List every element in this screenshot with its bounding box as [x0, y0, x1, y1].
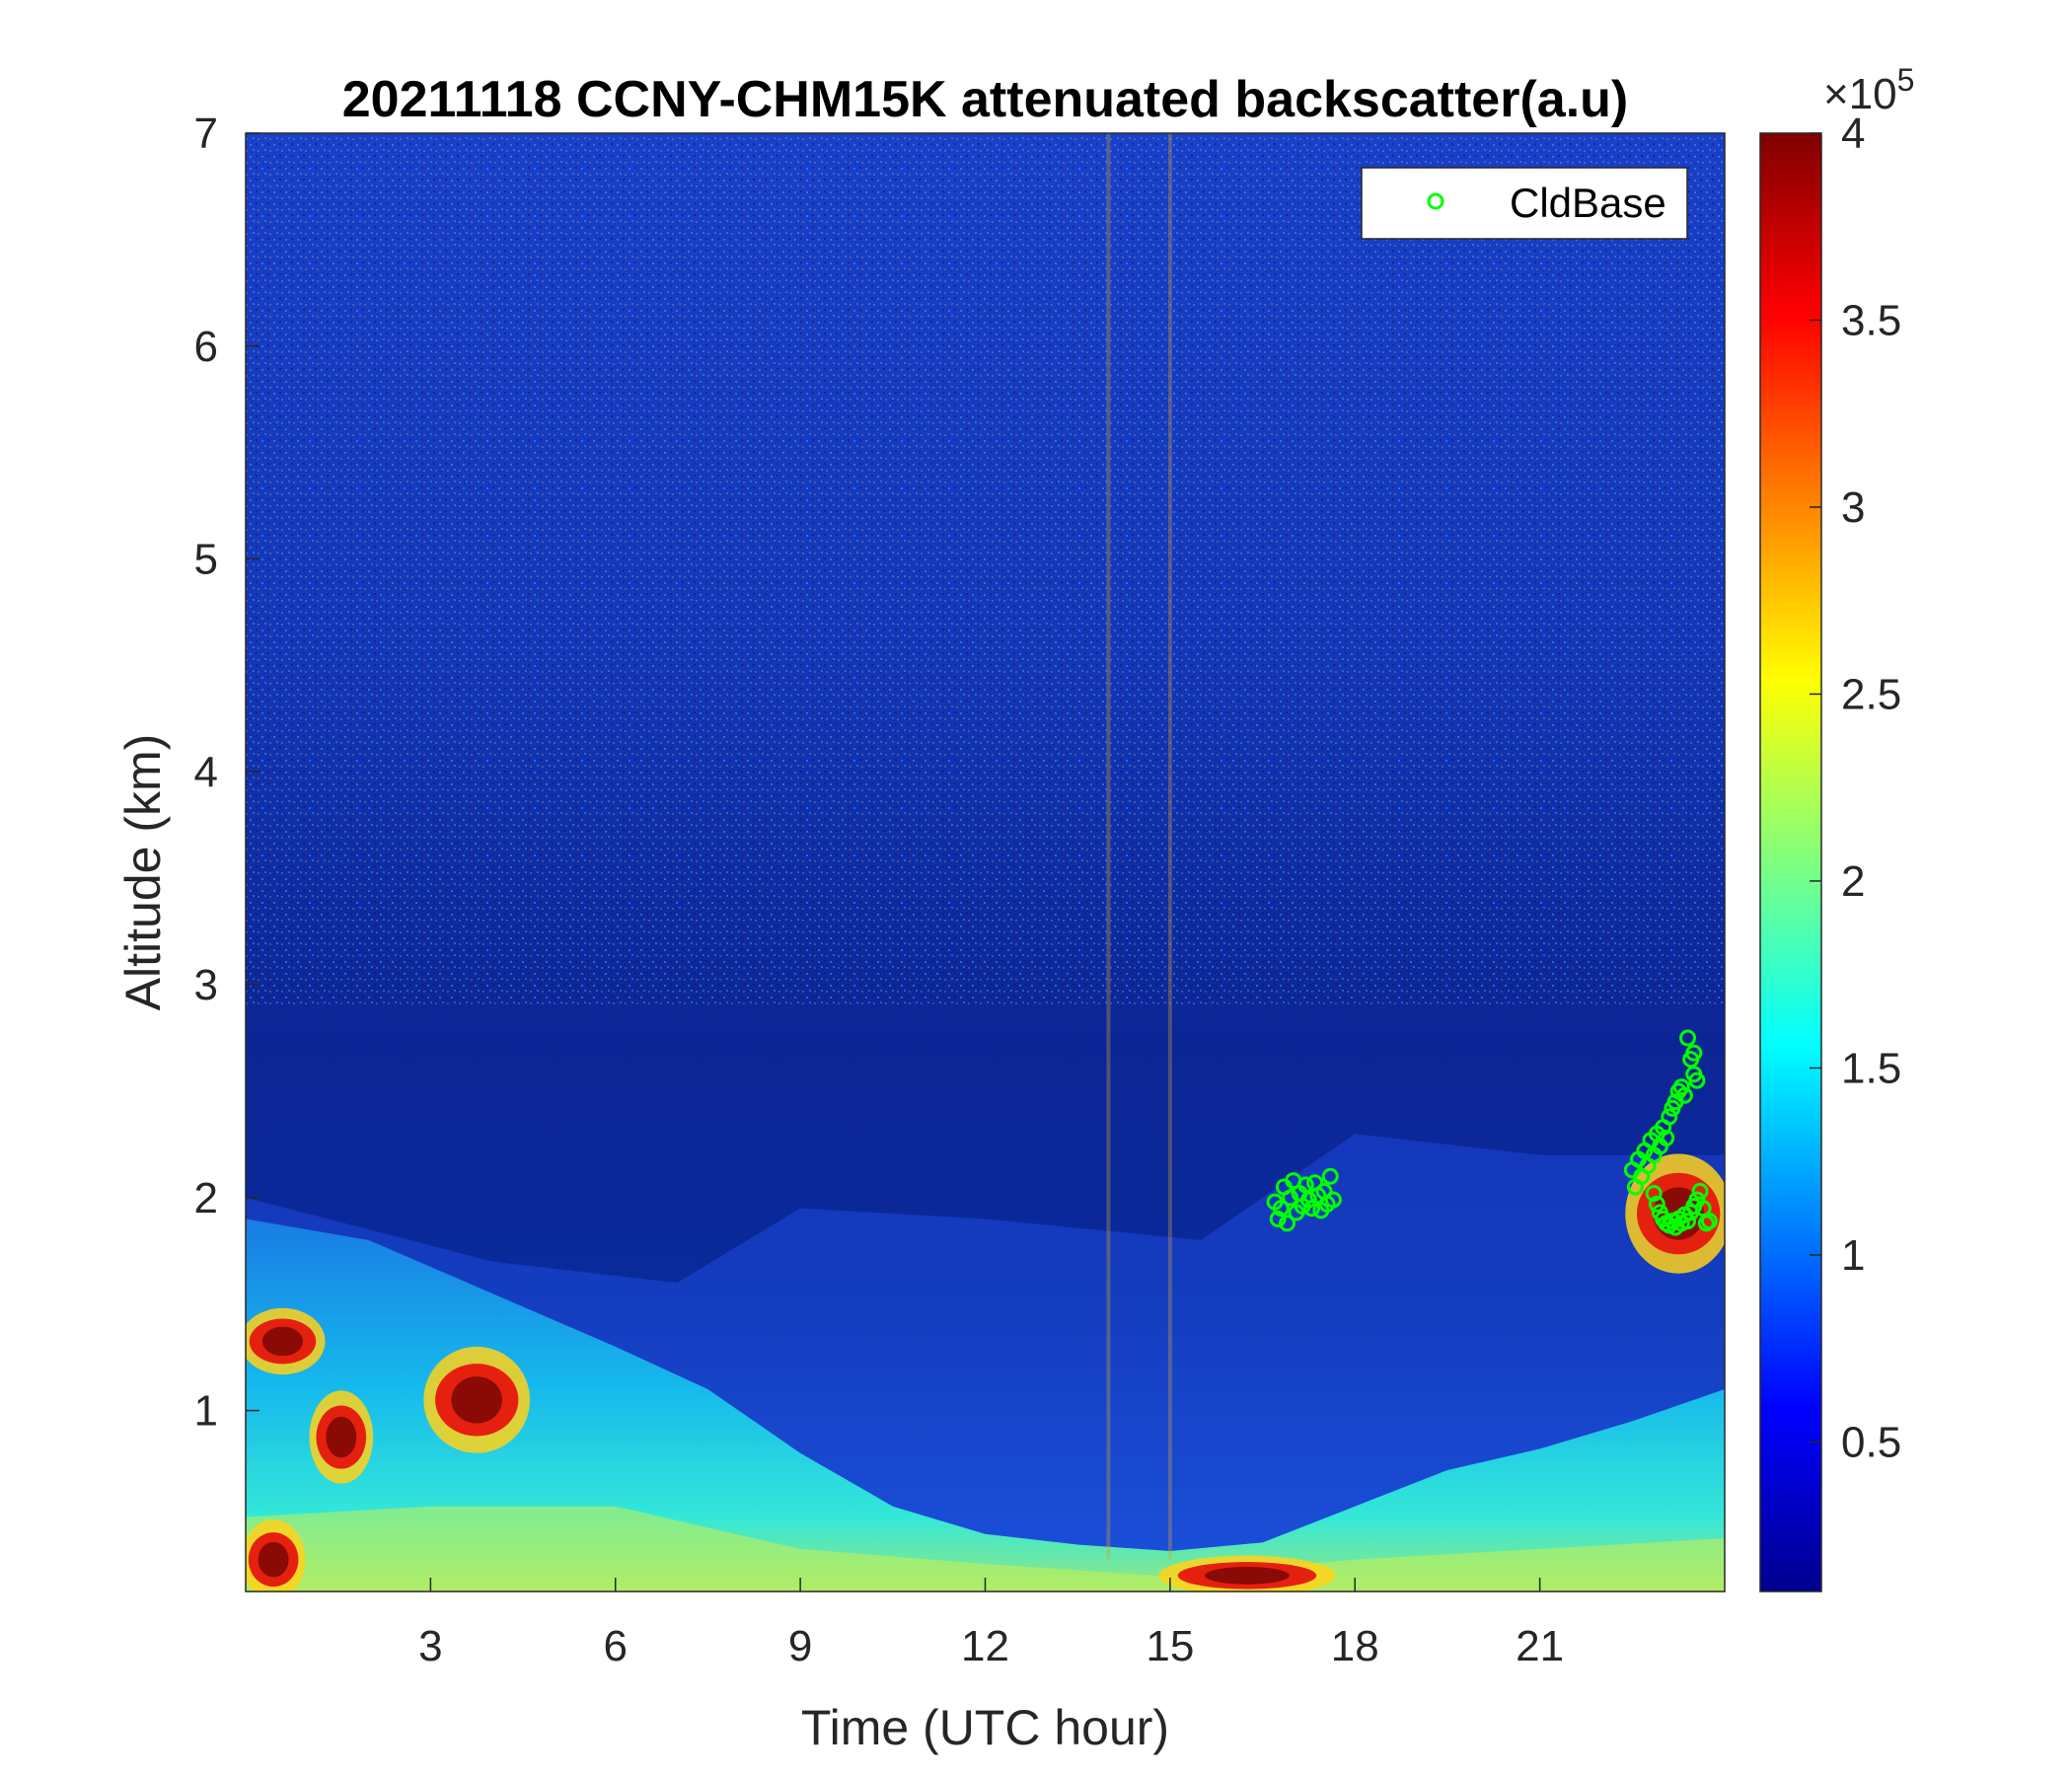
colorbar-exponent-base: ×10: [1823, 70, 1897, 118]
chart-title: 20211118 CCNY-CHM15K attenuated backscat…: [342, 71, 1628, 128]
heatmap-noise: [246, 133, 1725, 1008]
high-signal-patch: [246, 1307, 326, 1375]
cldbase-point: [1679, 1213, 1697, 1230]
cldbase-point: [1688, 1072, 1706, 1089]
cldbase-point: [1685, 1044, 1703, 1062]
cldbase-point: [1279, 1215, 1296, 1232]
cldbase-point: [1321, 1167, 1339, 1185]
cldbase-point: [1661, 1108, 1678, 1126]
x-axis-title: Time (UTC hour): [801, 1700, 1169, 1755]
patch-center: [451, 1376, 502, 1424]
colorbar-tick-label: 2.5: [1841, 670, 1901, 718]
high-signal-patch: [1158, 1555, 1336, 1591]
cldbase-point: [1296, 1176, 1314, 1194]
legend-marker: [1427, 192, 1444, 210]
y-tick-label: 3: [194, 961, 218, 1009]
y-tick-label: 5: [194, 536, 218, 584]
y-tick-label: 2: [194, 1174, 218, 1222]
cldbase-point: [1324, 1191, 1342, 1209]
cldbase-point: [1672, 1078, 1690, 1096]
colorbar-tick-label: 1: [1841, 1231, 1865, 1280]
boundary-layer-aerosol: [246, 1219, 1725, 1591]
x-tick-label: 21: [1516, 1622, 1564, 1670]
legend-box: [1361, 167, 1688, 240]
cldbase-point: [1282, 1189, 1299, 1207]
colorbar-tick-label: 0.5: [1841, 1418, 1901, 1466]
cldbase-point: [1272, 1200, 1290, 1218]
x-tick-label: 3: [418, 1622, 442, 1670]
x-axis: 3 6 9 12 15 18 21: [418, 1578, 1564, 1670]
colorbar-tick-label: 2: [1841, 857, 1865, 906]
x-tick-label: 15: [1146, 1622, 1194, 1670]
colorbar-tick-label: 3: [1841, 483, 1865, 532]
surface-layer: [246, 1506, 1725, 1591]
y-axis: 1 2 3 4 5 6 7: [194, 110, 259, 1436]
patch-center: [326, 1416, 357, 1458]
x-tick-label: 6: [604, 1622, 628, 1670]
y-tick-label: 1: [194, 1387, 218, 1436]
cldbase-point: [1269, 1210, 1287, 1227]
cldbase-point: [1694, 1200, 1712, 1218]
x-tick-label: 18: [1331, 1622, 1379, 1670]
signal-streak: [1167, 133, 1172, 1560]
cldbase-point: [1675, 1086, 1693, 1104]
patch-center: [1205, 1566, 1290, 1585]
y-tick-label: 4: [194, 748, 218, 796]
cldbase-point: [1648, 1195, 1665, 1213]
colorbar-gradient: [1759, 132, 1822, 1592]
high-signal-patch: [309, 1390, 374, 1484]
signal-streak: [1106, 133, 1111, 1560]
legend-label: CldBase: [1510, 180, 1666, 226]
colorbar-exponent-power: 5: [1897, 62, 1915, 98]
y-tick-label: 7: [194, 110, 218, 158]
cldbase-point: [1303, 1200, 1321, 1218]
x-tick-label: 9: [788, 1622, 812, 1670]
y-tick-label: 6: [194, 323, 218, 371]
colorbar: 0.5 1 1.5 2 2.5 3 3.5 4: [1759, 110, 1901, 1592]
cldbase-point: [1679, 1029, 1697, 1047]
y-axis-title: Altitude (km): [115, 734, 171, 1011]
cldbase-point: [1700, 1213, 1718, 1230]
high-signal-patch: [423, 1346, 531, 1453]
patch-center: [258, 1541, 289, 1578]
heatmap-plot-area: [246, 133, 1725, 1591]
colorbar-tick-label: 4: [1841, 110, 1865, 158]
cldbase-point: [1658, 1129, 1675, 1147]
colorbar-tick-label: 1.5: [1841, 1044, 1901, 1092]
legend: CldBase: [1361, 167, 1688, 240]
x-tick-label: 12: [961, 1622, 1009, 1670]
patch-center: [261, 1326, 304, 1357]
high-signal-patch: [246, 1519, 306, 1591]
colorbar-exponent: ×105: [1823, 62, 1914, 118]
cldbase-point: [1691, 1182, 1709, 1200]
cldbase-point: [1645, 1185, 1663, 1203]
cldbase-point: [1299, 1191, 1317, 1209]
colorbar-tick-label: 3.5: [1841, 296, 1901, 344]
